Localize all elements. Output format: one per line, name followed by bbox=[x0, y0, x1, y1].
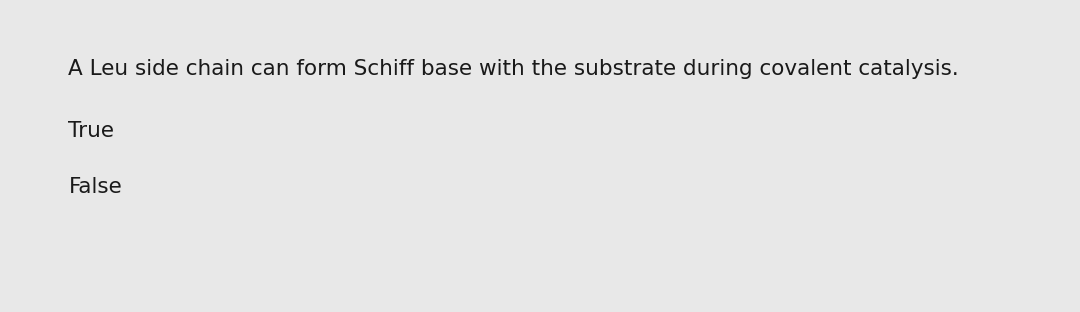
Text: False: False bbox=[68, 177, 122, 197]
Text: True: True bbox=[68, 121, 114, 141]
Text: A Leu side chain can form Schiff base with the substrate during covalent catalys: A Leu side chain can form Schiff base wi… bbox=[68, 59, 959, 79]
